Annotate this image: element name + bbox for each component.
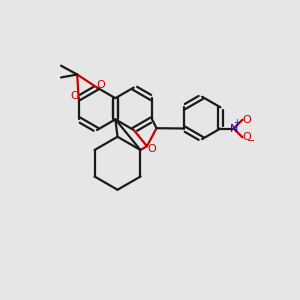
- Text: O: O: [242, 132, 251, 142]
- Text: N: N: [230, 124, 238, 134]
- Text: O: O: [242, 115, 251, 125]
- Text: −: −: [247, 136, 255, 146]
- Text: O: O: [147, 144, 156, 154]
- Text: O: O: [96, 80, 105, 90]
- Text: O: O: [71, 91, 80, 101]
- Text: +: +: [233, 118, 240, 127]
